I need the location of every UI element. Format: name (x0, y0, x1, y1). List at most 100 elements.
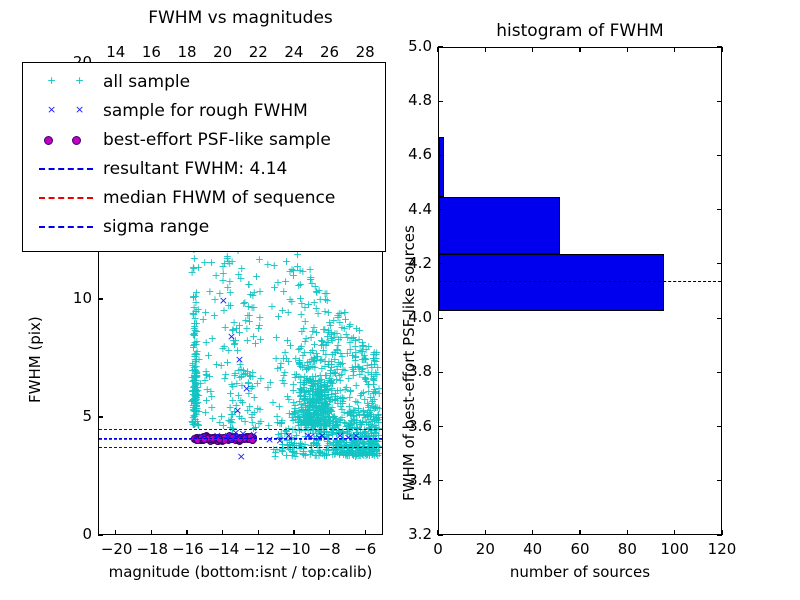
all-sample-point: + (242, 322, 252, 336)
all-sample-point: + (367, 448, 378, 462)
all-sample-point: + (306, 330, 316, 344)
all-sample-point: + (373, 413, 383, 427)
hist-x-tick-mark-top (674, 47, 676, 52)
legend-item[interactable]: resultant FWHM: 4.14 (29, 156, 381, 182)
all-sample-point: + (304, 411, 314, 425)
all-sample-point: + (327, 373, 337, 387)
all-sample-point: + (330, 366, 341, 380)
all-sample-point: + (255, 284, 265, 298)
all-sample-point: + (307, 385, 318, 399)
all-sample-point: + (296, 417, 306, 431)
all-sample-point: + (313, 401, 323, 415)
all-sample-point: + (354, 361, 364, 375)
all-sample-point: + (368, 347, 379, 361)
all-sample-point: + (315, 404, 325, 418)
all-sample-point: + (339, 392, 349, 405)
all-sample-point: + (315, 418, 325, 432)
all-sample-point: + (192, 347, 202, 361)
all-sample-point: + (360, 393, 370, 407)
all-sample-point: + (353, 439, 363, 453)
all-sample-point: + (263, 258, 273, 272)
all-sample-point: + (249, 391, 259, 405)
all-sample-point: + (290, 405, 300, 419)
all-sample-point: + (303, 373, 313, 387)
all-sample-point: + (322, 383, 332, 397)
all-sample-point: + (273, 362, 283, 376)
all-sample-point: + (327, 401, 337, 415)
all-sample-point: + (291, 367, 302, 381)
all-sample-point: + (304, 297, 314, 311)
hist-y-axis-label: FWHM of best-effort PSF-like sources (400, 225, 418, 501)
all-sample-point: + (339, 322, 349, 336)
all-sample-point: + (188, 328, 198, 342)
all-sample-point: + (227, 378, 237, 392)
all-sample-point: + (358, 362, 368, 376)
all-sample-point: + (316, 404, 326, 417)
all-sample-point: + (366, 390, 376, 404)
all-sample-point: + (311, 378, 321, 392)
all-sample-point: + (251, 269, 262, 283)
all-sample-point: + (305, 407, 315, 420)
y-axis-label: FWHM (pix) (26, 316, 44, 403)
all-sample-point: + (239, 297, 249, 311)
all-sample-point: + (247, 408, 257, 422)
legend-sample: × × (29, 98, 103, 124)
all-sample-point: + (192, 399, 202, 413)
all-sample-point: + (317, 385, 327, 399)
legend-item[interactable]: median FHWM of sequence (29, 185, 381, 211)
hist-y-tick-label: 3.6 (408, 416, 432, 435)
all-sample-point: + (249, 300, 259, 314)
legend-item[interactable]: × × sample for rough FWHM (29, 98, 381, 124)
all-sample-point: + (319, 400, 330, 414)
all-sample-point: + (319, 389, 330, 403)
all-sample-point: + (327, 334, 337, 348)
hist-y-tick-mark (438, 100, 443, 102)
all-sample-point: + (324, 325, 334, 339)
all-sample-point: + (349, 417, 359, 431)
legend-item[interactable]: sigma range (29, 214, 381, 240)
all-sample-point: + (296, 307, 306, 321)
all-sample-point: + (353, 405, 363, 419)
all-sample-point: + (188, 291, 199, 305)
all-sample-point: + (306, 417, 316, 431)
hist-x-axis-label: number of sources (509, 563, 651, 581)
all-sample-point: + (345, 390, 355, 404)
all-sample-point: + (307, 378, 318, 392)
all-sample-point: + (320, 384, 330, 398)
all-sample-point: + (333, 332, 344, 346)
all-sample-point: + (317, 334, 327, 348)
legend-item[interactable]: + + all sample (29, 69, 381, 95)
all-sample-point: + (358, 403, 369, 417)
all-sample-point: + (337, 403, 347, 417)
all-sample-point: + (205, 284, 215, 298)
all-sample-point: + (371, 347, 381, 361)
all-sample-point: + (313, 416, 324, 430)
all-sample-point: + (306, 409, 316, 423)
all-sample-point: + (314, 409, 324, 423)
all-sample-point: + (369, 413, 380, 427)
all-sample-point: + (201, 365, 211, 379)
all-sample-point: + (321, 418, 331, 432)
all-sample-point: + (316, 402, 327, 416)
all-sample-point: + (288, 377, 299, 391)
legend-item[interactable]: best-effort PSF-like sample (29, 127, 381, 153)
all-sample-point: + (295, 264, 305, 278)
all-sample-point: + (316, 379, 326, 393)
all-sample-point: + (314, 381, 324, 395)
all-sample-point: + (359, 348, 369, 362)
all-sample-point: + (374, 416, 383, 430)
all-sample-point: + (323, 410, 333, 424)
all-sample-point: + (370, 418, 380, 432)
x-tick-label: −18 (136, 540, 169, 558)
all-sample-point: + (348, 446, 358, 460)
all-sample-point: + (311, 389, 322, 403)
all-sample-point: + (245, 400, 255, 414)
all-sample-point: + (300, 370, 310, 384)
all-sample-point: + (191, 373, 201, 387)
all-sample-point: + (319, 418, 329, 432)
all-sample-point: + (224, 344, 234, 358)
all-sample-point: + (336, 399, 346, 413)
x-tick-label-top: 28 (355, 43, 375, 61)
all-sample-point: + (189, 392, 199, 406)
all-sample-point: + (340, 382, 350, 396)
